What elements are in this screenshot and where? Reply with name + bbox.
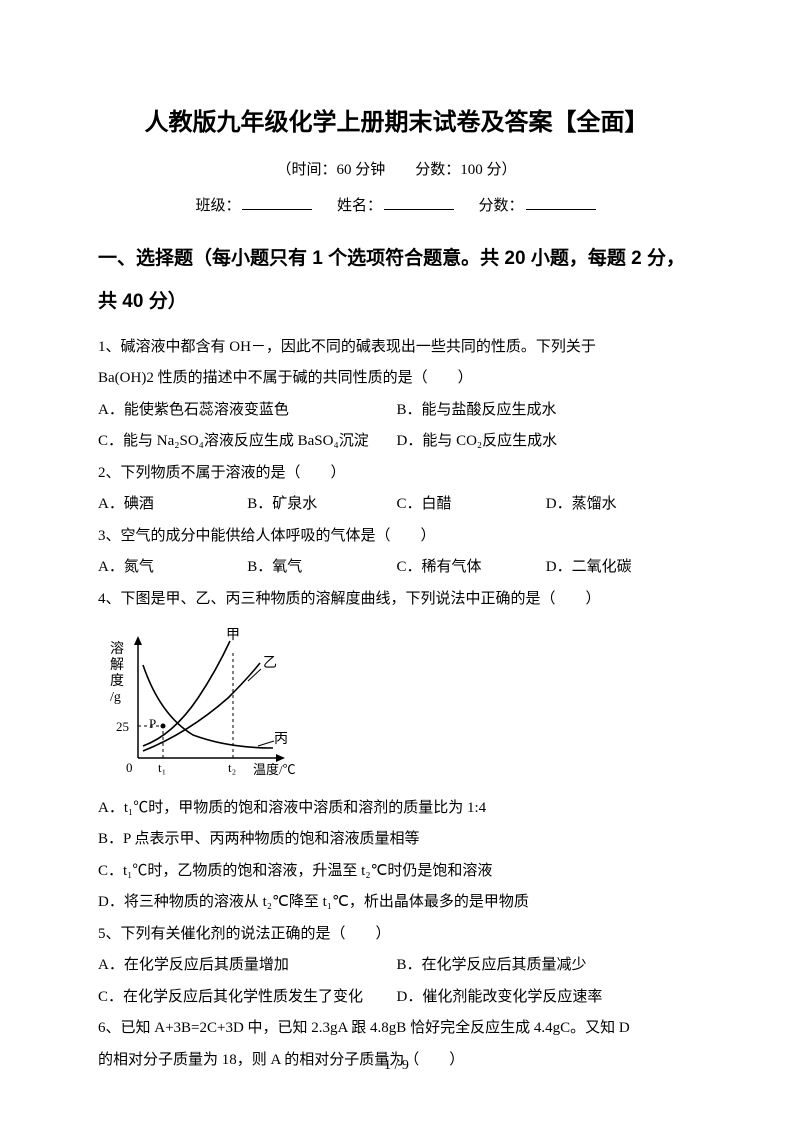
q2-options: A．碘酒 B．矿泉水 C．白醋 D．蒸馏水: [98, 489, 695, 521]
q5-options-row1: A．在化学反应后其质量增加 B．在化学反应后其质量减少: [98, 950, 695, 982]
svg-text:溶: 溶: [110, 641, 124, 657]
svg-text:丙: 丙: [274, 732, 288, 747]
q1-option-d: D．能与 CO₂反应生成水: [397, 426, 696, 458]
q5-option-a: A．在化学反应后其质量增加: [98, 950, 397, 982]
svg-text:/g: /g: [110, 690, 121, 705]
svg-text:甲: 甲: [226, 628, 240, 643]
q2-option-c: C．白醋: [397, 489, 546, 521]
svg-text:P: P: [149, 716, 156, 731]
name-label: 姓名：: [337, 198, 382, 214]
student-info-line: 班级： 姓名： 分数：: [98, 192, 695, 221]
q1-option-c: C．能与 Na₂SO₄溶液反应生成 BaSO₄沉淀: [98, 426, 397, 458]
q2-option-a: A．碘酒: [98, 489, 247, 521]
q4-stem: 4、下图是甲、乙、丙三种物质的溶解度曲线，下列说法中正确的是（ ）: [98, 584, 695, 616]
q3-option-c: C．稀有气体: [397, 552, 546, 584]
q4-option-b: B．P 点表示甲、丙两种物质的饱和溶液质量相等: [98, 824, 695, 856]
q4-option-a: A．t₁℃时，甲物质的饱和溶液中溶质和溶剂的质量比为 1:4: [98, 793, 695, 825]
name-blank[interactable]: [384, 192, 454, 210]
q5-stem: 5、下列有关催化剂的说法正确的是（ ）: [98, 919, 695, 951]
solubility-svg: 溶解度/g 温度/℃ 0 t₁ t₂ 25 甲乙丙 P: [98, 623, 298, 778]
q3-option-d: D．二氧化碳: [546, 552, 695, 584]
svg-text:温度/℃: 温度/℃: [253, 762, 296, 777]
exam-meta: （时间：60 分钟 分数：100 分）: [98, 156, 695, 185]
q3-options: A．氮气 B．氧气 C．稀有气体 D．二氧化碳: [98, 552, 695, 584]
q2-option-b: B．矿泉水: [247, 489, 396, 521]
q1-option-b: B．能与盐酸反应生成水: [397, 395, 696, 427]
q4-option-d: D．将三种物质的溶液从 t₂℃降至 t₁℃，析出晶体最多的是甲物质: [98, 887, 695, 919]
q5-option-c: C．在化学反应后其化学性质发生了变化: [98, 982, 397, 1014]
q3-stem: 3、空气的成分中能供给人体呼吸的气体是（ ）: [98, 521, 695, 553]
solubility-chart: 溶解度/g 温度/℃ 0 t₁ t₂ 25 甲乙丙 P: [98, 623, 695, 789]
section-1-heading: 一、选择题（每小题只有 1 个选项符合题意。共 20 小题，每题 2 分，共 4…: [98, 237, 695, 324]
class-label: 班级：: [195, 198, 240, 214]
q1-options-row1: A．能使紫色石蕊溶液变蓝色 B．能与盐酸反应生成水: [98, 395, 695, 427]
q2-stem: 2、下列物质不属于溶液的是（ ）: [98, 458, 695, 490]
svg-text:0: 0: [126, 760, 133, 775]
svg-text:度: 度: [110, 673, 124, 689]
score-label: 分数：: [479, 198, 524, 214]
q6-line1: 6、已知 A+3B=2C+3D 中，已知 2.3gA 跟 4.8gB 恰好完全反…: [98, 1013, 695, 1045]
q5-option-b: B．在化学反应后其质量减少: [397, 950, 696, 982]
page-number: 1 / 9: [0, 1053, 793, 1080]
svg-text:25: 25: [116, 719, 129, 734]
svg-text:解: 解: [110, 657, 124, 673]
q5-option-d: D．催化剂能改变化学反应速率: [397, 982, 696, 1014]
q3-option-a: A．氮气: [98, 552, 247, 584]
class-blank[interactable]: [242, 192, 312, 210]
q1-options-row2: C．能与 Na₂SO₄溶液反应生成 BaSO₄沉淀 D．能与 CO₂反应生成水: [98, 426, 695, 458]
q3-option-b: B．氧气: [247, 552, 396, 584]
score-blank[interactable]: [526, 192, 596, 210]
q1-line1: 1、碱溶液中都含有 OH－，因此不同的碱表现出一些共同的性质。下列关于: [98, 332, 695, 364]
q1-line2: Ba(OH)2 性质的描述中不属于碱的共同性质的是（ ）: [98, 363, 695, 395]
q4-option-c: C．t₁℃时，乙物质的饱和溶液，升温至 t₂℃时仍是饱和溶液: [98, 856, 695, 888]
svg-text:乙: 乙: [263, 655, 277, 671]
q5-options-row2: C．在化学反应后其化学性质发生了变化 D．催化剂能改变化学反应速率: [98, 982, 695, 1014]
svg-text:t₁: t₁: [158, 760, 166, 775]
q1-option-a: A．能使紫色石蕊溶液变蓝色: [98, 395, 397, 427]
q2-option-d: D．蒸馏水: [546, 489, 695, 521]
page-title: 人教版九年级化学上册期末试卷及答案【全面】: [98, 100, 695, 146]
svg-text:t₂: t₂: [228, 760, 236, 775]
